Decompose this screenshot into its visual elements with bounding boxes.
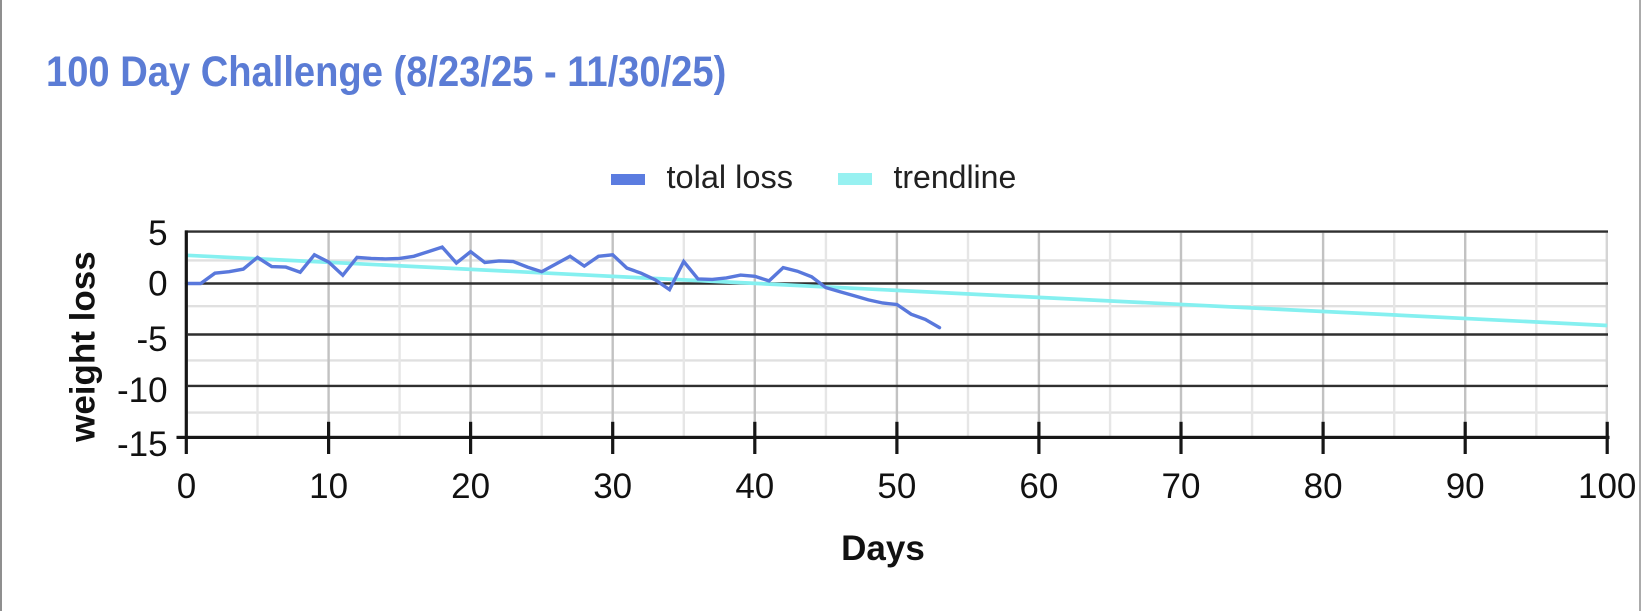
svg-text:50: 50 bbox=[877, 467, 916, 506]
svg-text:tolal loss: tolal loss bbox=[667, 159, 793, 195]
svg-text:trendline: trendline bbox=[894, 159, 1017, 195]
svg-text:40: 40 bbox=[735, 467, 774, 506]
svg-text:0: 0 bbox=[148, 265, 167, 304]
svg-text:100: 100 bbox=[1578, 467, 1636, 506]
svg-text:100 Day Challenge (8/23/25 - 1: 100 Day Challenge (8/23/25 - 11/30/25) bbox=[46, 47, 726, 96]
svg-text:0: 0 bbox=[177, 467, 196, 506]
svg-text:-5: -5 bbox=[136, 320, 167, 359]
svg-text:30: 30 bbox=[593, 467, 632, 506]
svg-text:Days: Days bbox=[841, 529, 925, 568]
svg-text:5: 5 bbox=[148, 214, 167, 253]
svg-text:-15: -15 bbox=[117, 425, 168, 464]
svg-text:-10: -10 bbox=[117, 371, 168, 410]
svg-text:20: 20 bbox=[451, 467, 490, 506]
svg-text:70: 70 bbox=[1162, 467, 1201, 506]
svg-text:60: 60 bbox=[1019, 467, 1058, 506]
svg-text:90: 90 bbox=[1446, 467, 1485, 506]
svg-text:10: 10 bbox=[309, 467, 348, 506]
svg-text:80: 80 bbox=[1304, 467, 1343, 506]
svg-text:weight loss: weight loss bbox=[64, 251, 103, 443]
